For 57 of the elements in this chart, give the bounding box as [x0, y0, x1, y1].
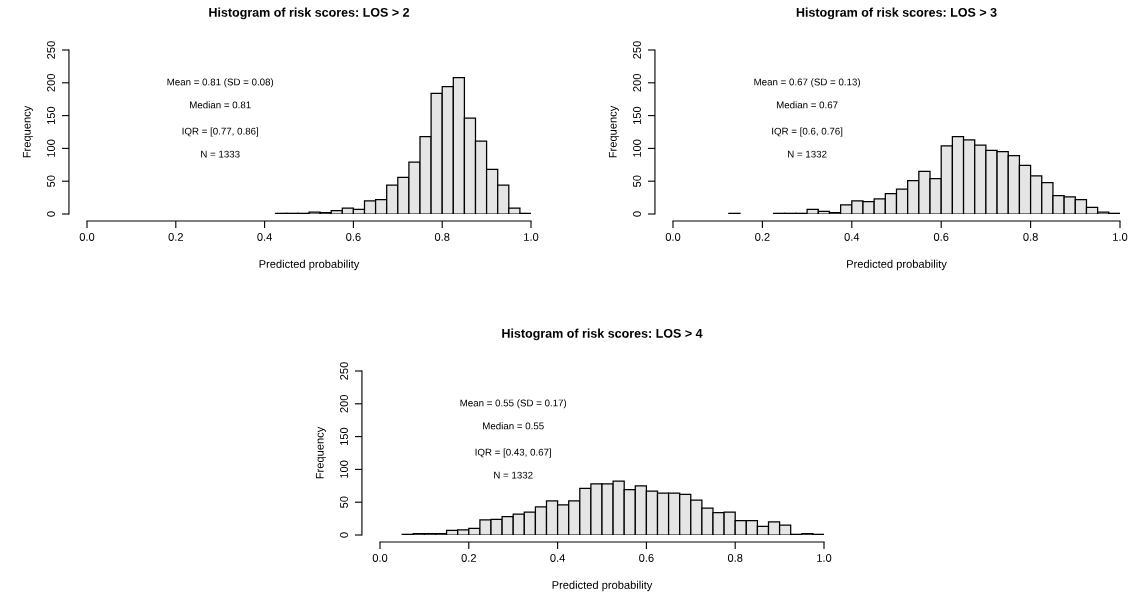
annotation: IQR = [0.77, 0.86] — [182, 127, 259, 137]
x-tick-label: 1.0 — [817, 554, 832, 562]
annotation: N = 1333 — [201, 150, 240, 158]
y-tick-label: 50 — [47, 175, 55, 187]
x-axis-title: Predicted probability — [552, 580, 653, 592]
y-tick-label: 150 — [633, 106, 641, 125]
chart-title: Histogram of risk scores: LOS > 3 — [796, 7, 997, 20]
y-tick-label: 0 — [47, 211, 55, 217]
annotation: Mean = 0.55 (SD = 0.17) — [460, 399, 567, 409]
y-tick-label: 100 — [340, 460, 348, 478]
y-axis-title: Frequency — [22, 105, 33, 158]
annotation: N = 1332 — [494, 471, 533, 479]
y-axis-title: Frequency — [315, 426, 326, 479]
chart-title: Histogram of risk scores: LOS > 2 — [209, 7, 410, 20]
annotation: IQR = [0.6, 0.76] — [772, 127, 843, 137]
annotation: Median = 0.55 — [483, 422, 544, 430]
y-tick-label: 200 — [47, 73, 55, 92]
y-tick-label: 200 — [340, 394, 348, 413]
y-axis-title: Frequency — [608, 105, 619, 158]
x-tick-label: 0.4 — [844, 233, 860, 241]
x-tick-label: 0.8 — [1023, 233, 1038, 241]
chart-title: Histogram of risk scores: LOS > 4 — [502, 328, 703, 341]
x-tick-label: 0.4 — [257, 233, 272, 241]
annotation: Mean = 0.81 (SD = 0.08) — [167, 78, 274, 88]
x-tick-label: 0.0 — [79, 233, 95, 241]
x-tick-label: 0.6 — [346, 233, 361, 241]
y-tick-label: 250 — [47, 41, 55, 59]
y-tick-label: 150 — [340, 427, 348, 446]
annotation: Median = 0.67 — [776, 101, 838, 109]
x-axis-title: Predicted probability — [259, 259, 360, 271]
y-tick-label: 100 — [47, 139, 55, 157]
annotation: N = 1332 — [788, 150, 827, 158]
x-tick-label: 1.0 — [524, 233, 539, 241]
y-tick-label: 250 — [340, 362, 348, 380]
x-tick-label: 0.8 — [434, 233, 450, 241]
x-tick-label: 0.0 — [372, 554, 388, 562]
y-tick-label: 0 — [633, 211, 641, 217]
x-tick-label: 0.2 — [755, 233, 770, 241]
x-tick-label: 1.0 — [1113, 233, 1128, 241]
x-tick-label: 0.4 — [550, 554, 565, 562]
x-tick-label: 0.2 — [168, 233, 183, 241]
x-tick-label: 0.0 — [665, 233, 681, 241]
y-tick-label: 250 — [633, 41, 641, 59]
x-tick-label: 0.6 — [639, 554, 654, 562]
x-tick-label: 0.2 — [461, 554, 476, 562]
y-tick-label: 50 — [340, 496, 348, 508]
y-tick-label: 100 — [633, 139, 641, 157]
y-tick-label: 200 — [633, 73, 641, 92]
x-tick-label: 0.8 — [727, 554, 743, 562]
annotation: Median = 0.81 — [190, 101, 251, 109]
y-tick-label: 0 — [340, 532, 348, 538]
y-tick-label: 50 — [633, 175, 641, 187]
x-axis-title: Predicted probability — [847, 259, 947, 271]
annotation: IQR = [0.43, 0.67] — [475, 448, 552, 458]
y-tick-label: 150 — [47, 106, 55, 125]
x-tick-label: 0.6 — [933, 233, 949, 241]
annotation: Mean = 0.67 (SD = 0.13) — [754, 78, 860, 88]
